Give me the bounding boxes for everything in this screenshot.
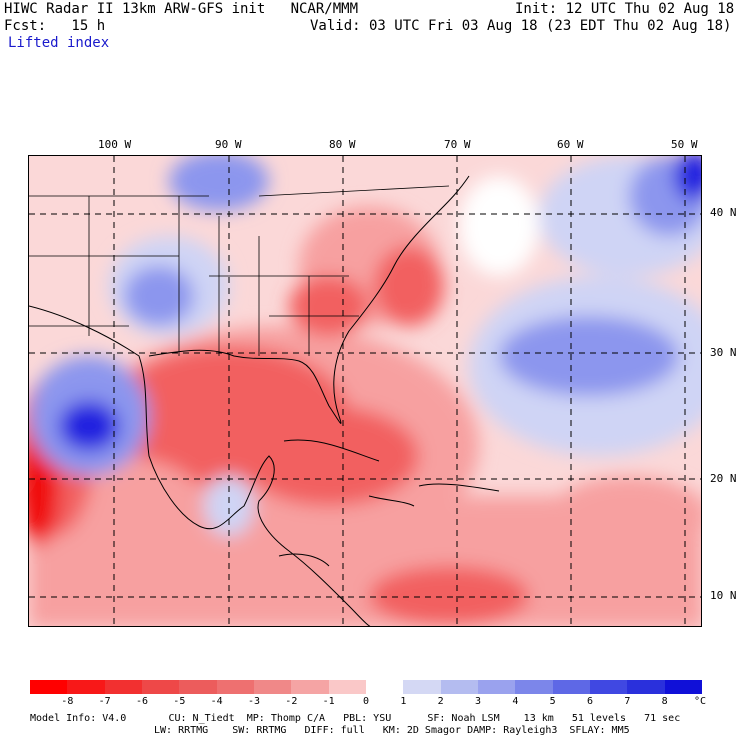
political-borders	[29, 185, 450, 356]
color-scale-swatch	[366, 680, 404, 694]
color-scale-swatch	[30, 680, 68, 694]
color-scale-swatch	[328, 680, 367, 694]
color-scale-bar	[30, 680, 703, 694]
lon-label-90w: 90 W	[215, 138, 242, 151]
coastlines	[29, 175, 500, 626]
color-scale-tick-label: 5	[549, 696, 556, 707]
color-scale-swatch	[291, 680, 330, 694]
lat-label-40n: 40 N	[710, 206, 737, 219]
color-scale-tick-label: -1	[322, 696, 335, 707]
color-scale-swatch	[104, 680, 143, 694]
footer-physics-info: LW: RRTMG SW: RRTMG DIFF: full KM: 2D Sm…	[154, 725, 630, 736]
header-forecast-hour: Fcst: 15 h	[4, 18, 106, 34]
color-scale-swatch	[515, 680, 554, 694]
color-scale-tick-label: 8	[661, 696, 668, 707]
color-scale-tick-label: 4	[512, 696, 519, 707]
color-scale-tick-label: -8	[61, 696, 74, 707]
lon-label-80w: 80 W	[329, 138, 356, 151]
color-scale-swatch	[627, 680, 666, 694]
color-scale-tick-label: -7	[98, 696, 111, 707]
color-scale-swatch	[254, 680, 292, 694]
color-scale-tick-label: -5	[173, 696, 186, 707]
color-scale-tick-label: 2	[437, 696, 444, 707]
lon-label-70w: 70 W	[444, 138, 471, 151]
color-scale-unit: °C	[694, 696, 707, 707]
lat-label-20n: 20 N	[710, 472, 737, 485]
field-name: Lifted index	[8, 35, 110, 51]
color-scale-swatch	[478, 680, 516, 694]
color-scale-tick-label: 3	[474, 696, 482, 707]
color-scale-swatch	[403, 680, 442, 694]
color-scale-tick-label: 1	[400, 696, 407, 707]
color-scale-swatch	[216, 680, 255, 694]
color-scale-swatch	[179, 680, 218, 694]
color-scale-tick-label: -4	[210, 696, 223, 707]
lon-label-60w: 60 W	[557, 138, 584, 151]
header-valid-time: Valid: 03 UTC Fri 03 Aug 18 (23 EDT Thu …	[310, 18, 732, 34]
color-scale-swatch	[590, 680, 628, 694]
color-scale-tick-label: -2	[285, 696, 298, 707]
color-scale-tick-label: 6	[586, 696, 594, 707]
lat-label-10n: 10 N	[710, 589, 737, 602]
lifted-index-field	[29, 156, 701, 626]
lon-label-100w: 100 W	[98, 138, 132, 151]
footer-model-info: Model Info: V4.0 CU: N_Tiedt MP: Thomp C…	[30, 713, 681, 724]
lat-label-30n: 30 N	[710, 346, 737, 359]
color-scale-tick-label: 7	[624, 696, 631, 707]
lon-label-50w: 50 W	[671, 138, 698, 151]
color-scale-swatch	[440, 680, 479, 694]
lat-lon-grid	[29, 156, 701, 626]
color-scale-swatch	[67, 680, 106, 694]
color-scale-swatch	[664, 680, 703, 694]
lifted-index-map	[28, 155, 702, 627]
color-scale-swatch	[142, 680, 180, 694]
color-scale-tick-label: -3	[247, 696, 261, 707]
header-init-time: Init: 12 UTC Thu 02 Aug 18	[515, 1, 735, 17]
map-canvas	[29, 156, 701, 626]
color-scale-swatch	[552, 680, 591, 694]
color-scale-tick-label: -6	[135, 696, 149, 707]
color-scale-tick-label: 0	[362, 696, 370, 707]
header-line1-left: HIWC Radar II 13km ARW-GFS init NCAR/MMM	[4, 1, 359, 17]
